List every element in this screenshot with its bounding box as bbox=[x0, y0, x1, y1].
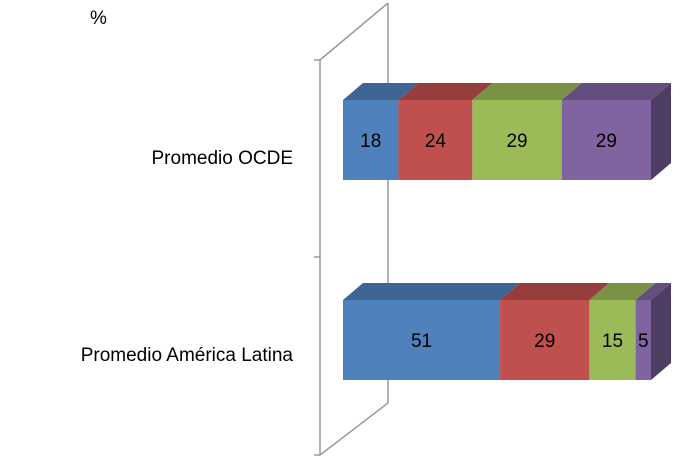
bar-segment bbox=[472, 100, 562, 180]
bar-segment-side bbox=[651, 283, 671, 380]
bar-segment-top bbox=[398, 83, 493, 100]
category-label-america-latina: Promedio América Latina bbox=[80, 345, 293, 366]
data-label: 29 bbox=[506, 131, 527, 152]
axis-bottom-edge bbox=[319, 402, 389, 456]
data-label: 29 bbox=[534, 331, 555, 352]
bar-segment bbox=[398, 100, 473, 180]
bar-segment-top bbox=[343, 283, 521, 300]
data-label: 29 bbox=[596, 131, 617, 152]
bar-segment-top bbox=[589, 283, 656, 300]
axis-top-edge bbox=[319, 2, 389, 61]
data-label: 24 bbox=[425, 131, 447, 152]
bar-segment bbox=[500, 300, 590, 380]
bar-segment bbox=[343, 300, 501, 380]
bar-segment bbox=[589, 300, 636, 380]
bar-segment-top bbox=[343, 83, 419, 100]
bar-segment-side bbox=[651, 83, 671, 180]
bar-segment-top bbox=[561, 83, 671, 100]
data-label: 5 bbox=[638, 331, 649, 352]
data-label: 51 bbox=[411, 331, 432, 352]
bar-segment bbox=[561, 100, 651, 180]
data-label: 18 bbox=[360, 131, 381, 152]
data-label: 15 bbox=[602, 331, 623, 352]
bar-segment-top bbox=[635, 283, 671, 300]
bar-segment-top bbox=[472, 83, 582, 100]
bar-segment bbox=[635, 300, 651, 380]
axis-wall bbox=[314, 2, 389, 456]
bar-segment bbox=[343, 100, 399, 180]
category-label-ocde: Promedio OCDE bbox=[151, 148, 294, 169]
unit-label: % bbox=[90, 8, 107, 29]
bar-segment-top bbox=[500, 283, 610, 300]
